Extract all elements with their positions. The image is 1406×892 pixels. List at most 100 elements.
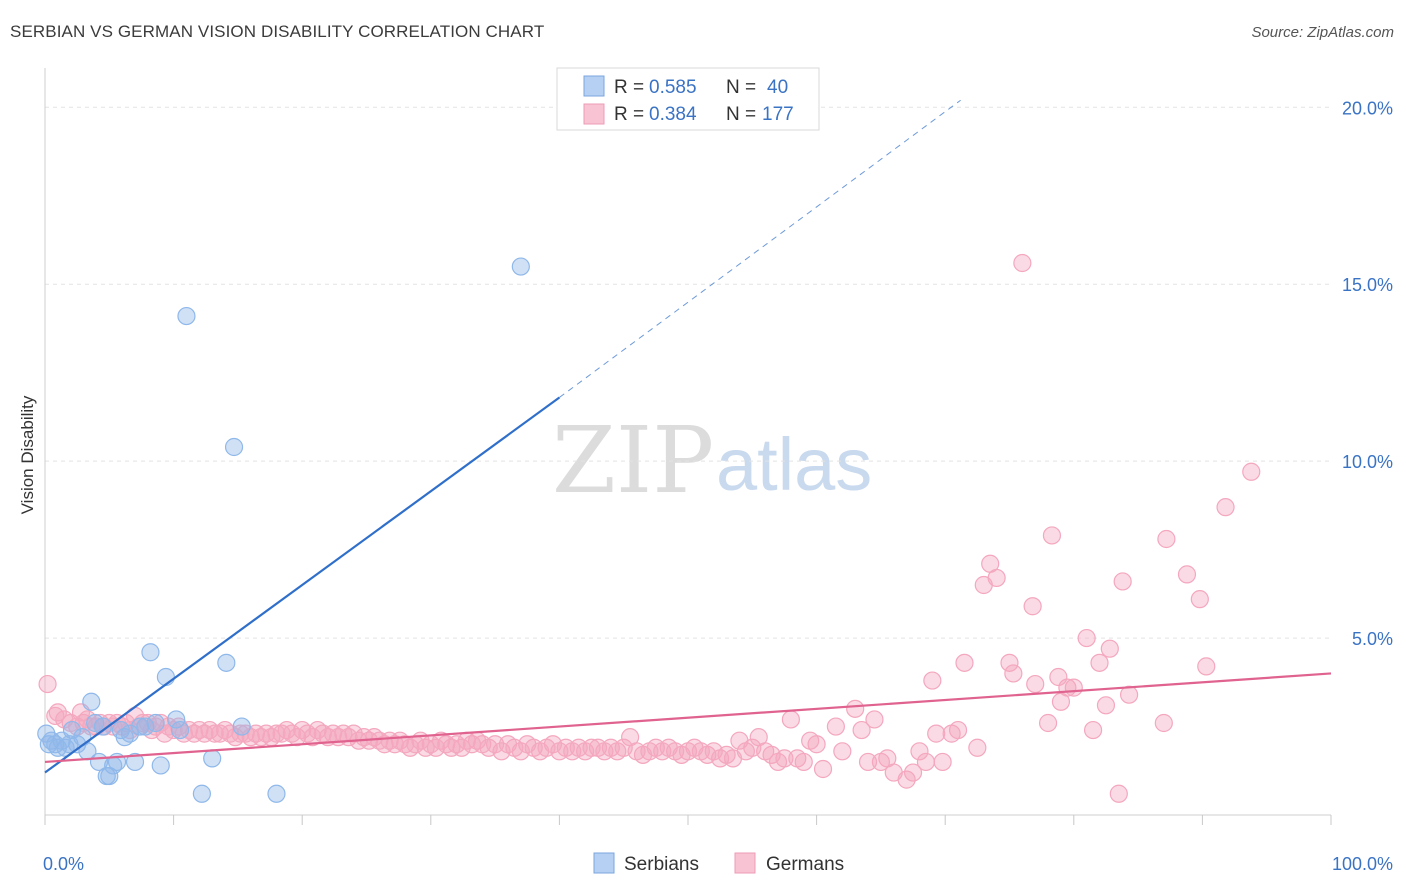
watermark-atlas: atlas xyxy=(716,423,872,506)
legend-n-value-serbians: 40 xyxy=(767,77,788,98)
point-germans-90 xyxy=(486,735,505,754)
point-germans-146 xyxy=(858,752,878,772)
legend-r-label-germans: R = xyxy=(614,104,644,125)
point-serbians-38 xyxy=(267,784,286,803)
point-serbians-28 xyxy=(151,756,170,775)
point-germans-73 xyxy=(395,735,415,754)
x-tick-label-100: 100.0% xyxy=(1332,854,1393,874)
point-germans-153 xyxy=(910,742,929,761)
point-germans-160 xyxy=(955,653,974,672)
point-germans-46 xyxy=(257,724,276,743)
y-tick-label-20: 20.0% xyxy=(1342,98,1393,118)
point-germans-156 xyxy=(927,724,946,743)
x-tick-labels: 0.0% 100.0% xyxy=(43,854,1393,874)
point-germans-143 xyxy=(833,742,852,761)
legend-n-value-germans: 177 xyxy=(762,104,794,125)
bottom-legend-swatch-serbians xyxy=(593,852,615,874)
point-serbians-21 xyxy=(115,728,134,747)
point-germans-171 xyxy=(1042,526,1062,545)
point-germans-183 xyxy=(1119,685,1139,704)
point-germans-165 xyxy=(1000,653,1019,672)
point-germans-0 xyxy=(38,674,57,694)
point-germans-39 xyxy=(221,724,240,743)
point-germans-151 xyxy=(897,770,916,789)
x-tick-label-0: 0.0% xyxy=(43,854,84,874)
point-germans-189 xyxy=(1216,498,1235,517)
legend-r-value-serbians: 0.585 xyxy=(649,77,697,98)
point-germans-184 xyxy=(1154,713,1173,733)
point-serbians-12 xyxy=(82,692,101,711)
point-serbians-23 xyxy=(125,752,145,772)
point-germans-80 xyxy=(431,731,451,750)
point-germans-169 xyxy=(1026,674,1045,694)
point-germans-152 xyxy=(903,763,923,782)
stats-legend: R = 0.585 N = 40 R = 0.384 N = 177 xyxy=(556,67,820,131)
point-germans-167 xyxy=(1013,253,1032,273)
point-germans-154 xyxy=(916,752,936,772)
point-serbians-22 xyxy=(120,724,139,743)
point-germans-48 xyxy=(267,724,286,743)
point-germans-82 xyxy=(442,738,461,757)
point-serbians-25 xyxy=(136,717,155,736)
point-serbians-32 xyxy=(177,306,196,326)
point-germans-41 xyxy=(231,724,250,743)
point-germans-180 xyxy=(1100,639,1119,658)
point-serbians-15 xyxy=(93,717,112,736)
point-germans-159 xyxy=(948,720,968,740)
point-serbians-30 xyxy=(167,710,186,729)
point-serbians-33 xyxy=(192,784,211,803)
point-germans-68 xyxy=(370,731,389,750)
point-germans-34 xyxy=(195,724,214,743)
y-axis-label: Vision Disability xyxy=(18,395,37,514)
point-germans-53 xyxy=(293,720,312,740)
point-germans-142 xyxy=(826,717,845,736)
point-germans-45 xyxy=(251,728,271,747)
point-germans-40 xyxy=(226,728,245,747)
bottom-legend-label-germans: Germans xyxy=(766,854,844,875)
point-germans-161 xyxy=(968,738,987,757)
point-germans-181 xyxy=(1109,784,1128,803)
point-serbians-37 xyxy=(232,717,251,736)
legend-r-value-germans: 0.384 xyxy=(649,104,697,125)
point-germans-176 xyxy=(1077,628,1096,648)
bottom-legend-swatch-germans xyxy=(734,852,756,874)
point-germans-54 xyxy=(298,724,317,743)
point-germans-157 xyxy=(933,752,952,772)
point-germans-187 xyxy=(1190,590,1209,609)
point-germans-178 xyxy=(1090,653,1109,672)
point-germans-49 xyxy=(272,724,291,743)
point-serbians-17 xyxy=(100,766,119,786)
point-germans-70 xyxy=(380,731,399,750)
point-serbians-31 xyxy=(170,720,190,740)
point-germans-65 xyxy=(354,728,374,747)
trend-line-extension-serbians xyxy=(559,99,961,398)
point-serbians-26 xyxy=(141,643,160,662)
point-germans-74 xyxy=(401,738,420,757)
trend-line-germans xyxy=(44,672,1332,764)
point-germans-69 xyxy=(375,735,394,754)
point-germans-35 xyxy=(200,720,219,740)
bottom-legend-label-serbians: Serbians xyxy=(624,854,699,875)
point-serbians-24 xyxy=(131,717,150,736)
watermark-zip: ZIP xyxy=(552,407,714,514)
legend-r-label-serbians: R = xyxy=(614,77,644,98)
point-germans-50 xyxy=(277,720,296,740)
y-tick-labels: 5.0% 10.0% 15.0% 20.0% xyxy=(1342,98,1393,649)
point-germans-179 xyxy=(1096,696,1116,715)
point-germans-37 xyxy=(210,724,229,743)
point-germans-2 xyxy=(48,703,67,722)
point-germans-136 xyxy=(781,710,800,729)
point-germans-185 xyxy=(1157,529,1176,549)
trend-line-serbians xyxy=(44,396,561,774)
point-serbians-29 xyxy=(156,667,175,687)
point-germans-177 xyxy=(1083,720,1103,740)
y-tick-label-10: 10.0% xyxy=(1342,452,1393,472)
point-germans-164 xyxy=(987,568,1006,588)
point-serbians-34 xyxy=(203,749,222,768)
point-germans-175 xyxy=(1064,678,1083,697)
point-germans-71 xyxy=(385,735,404,754)
legend-swatch-germans xyxy=(583,103,605,125)
point-serbians-39 xyxy=(511,257,530,276)
point-germans-81 xyxy=(437,735,456,754)
